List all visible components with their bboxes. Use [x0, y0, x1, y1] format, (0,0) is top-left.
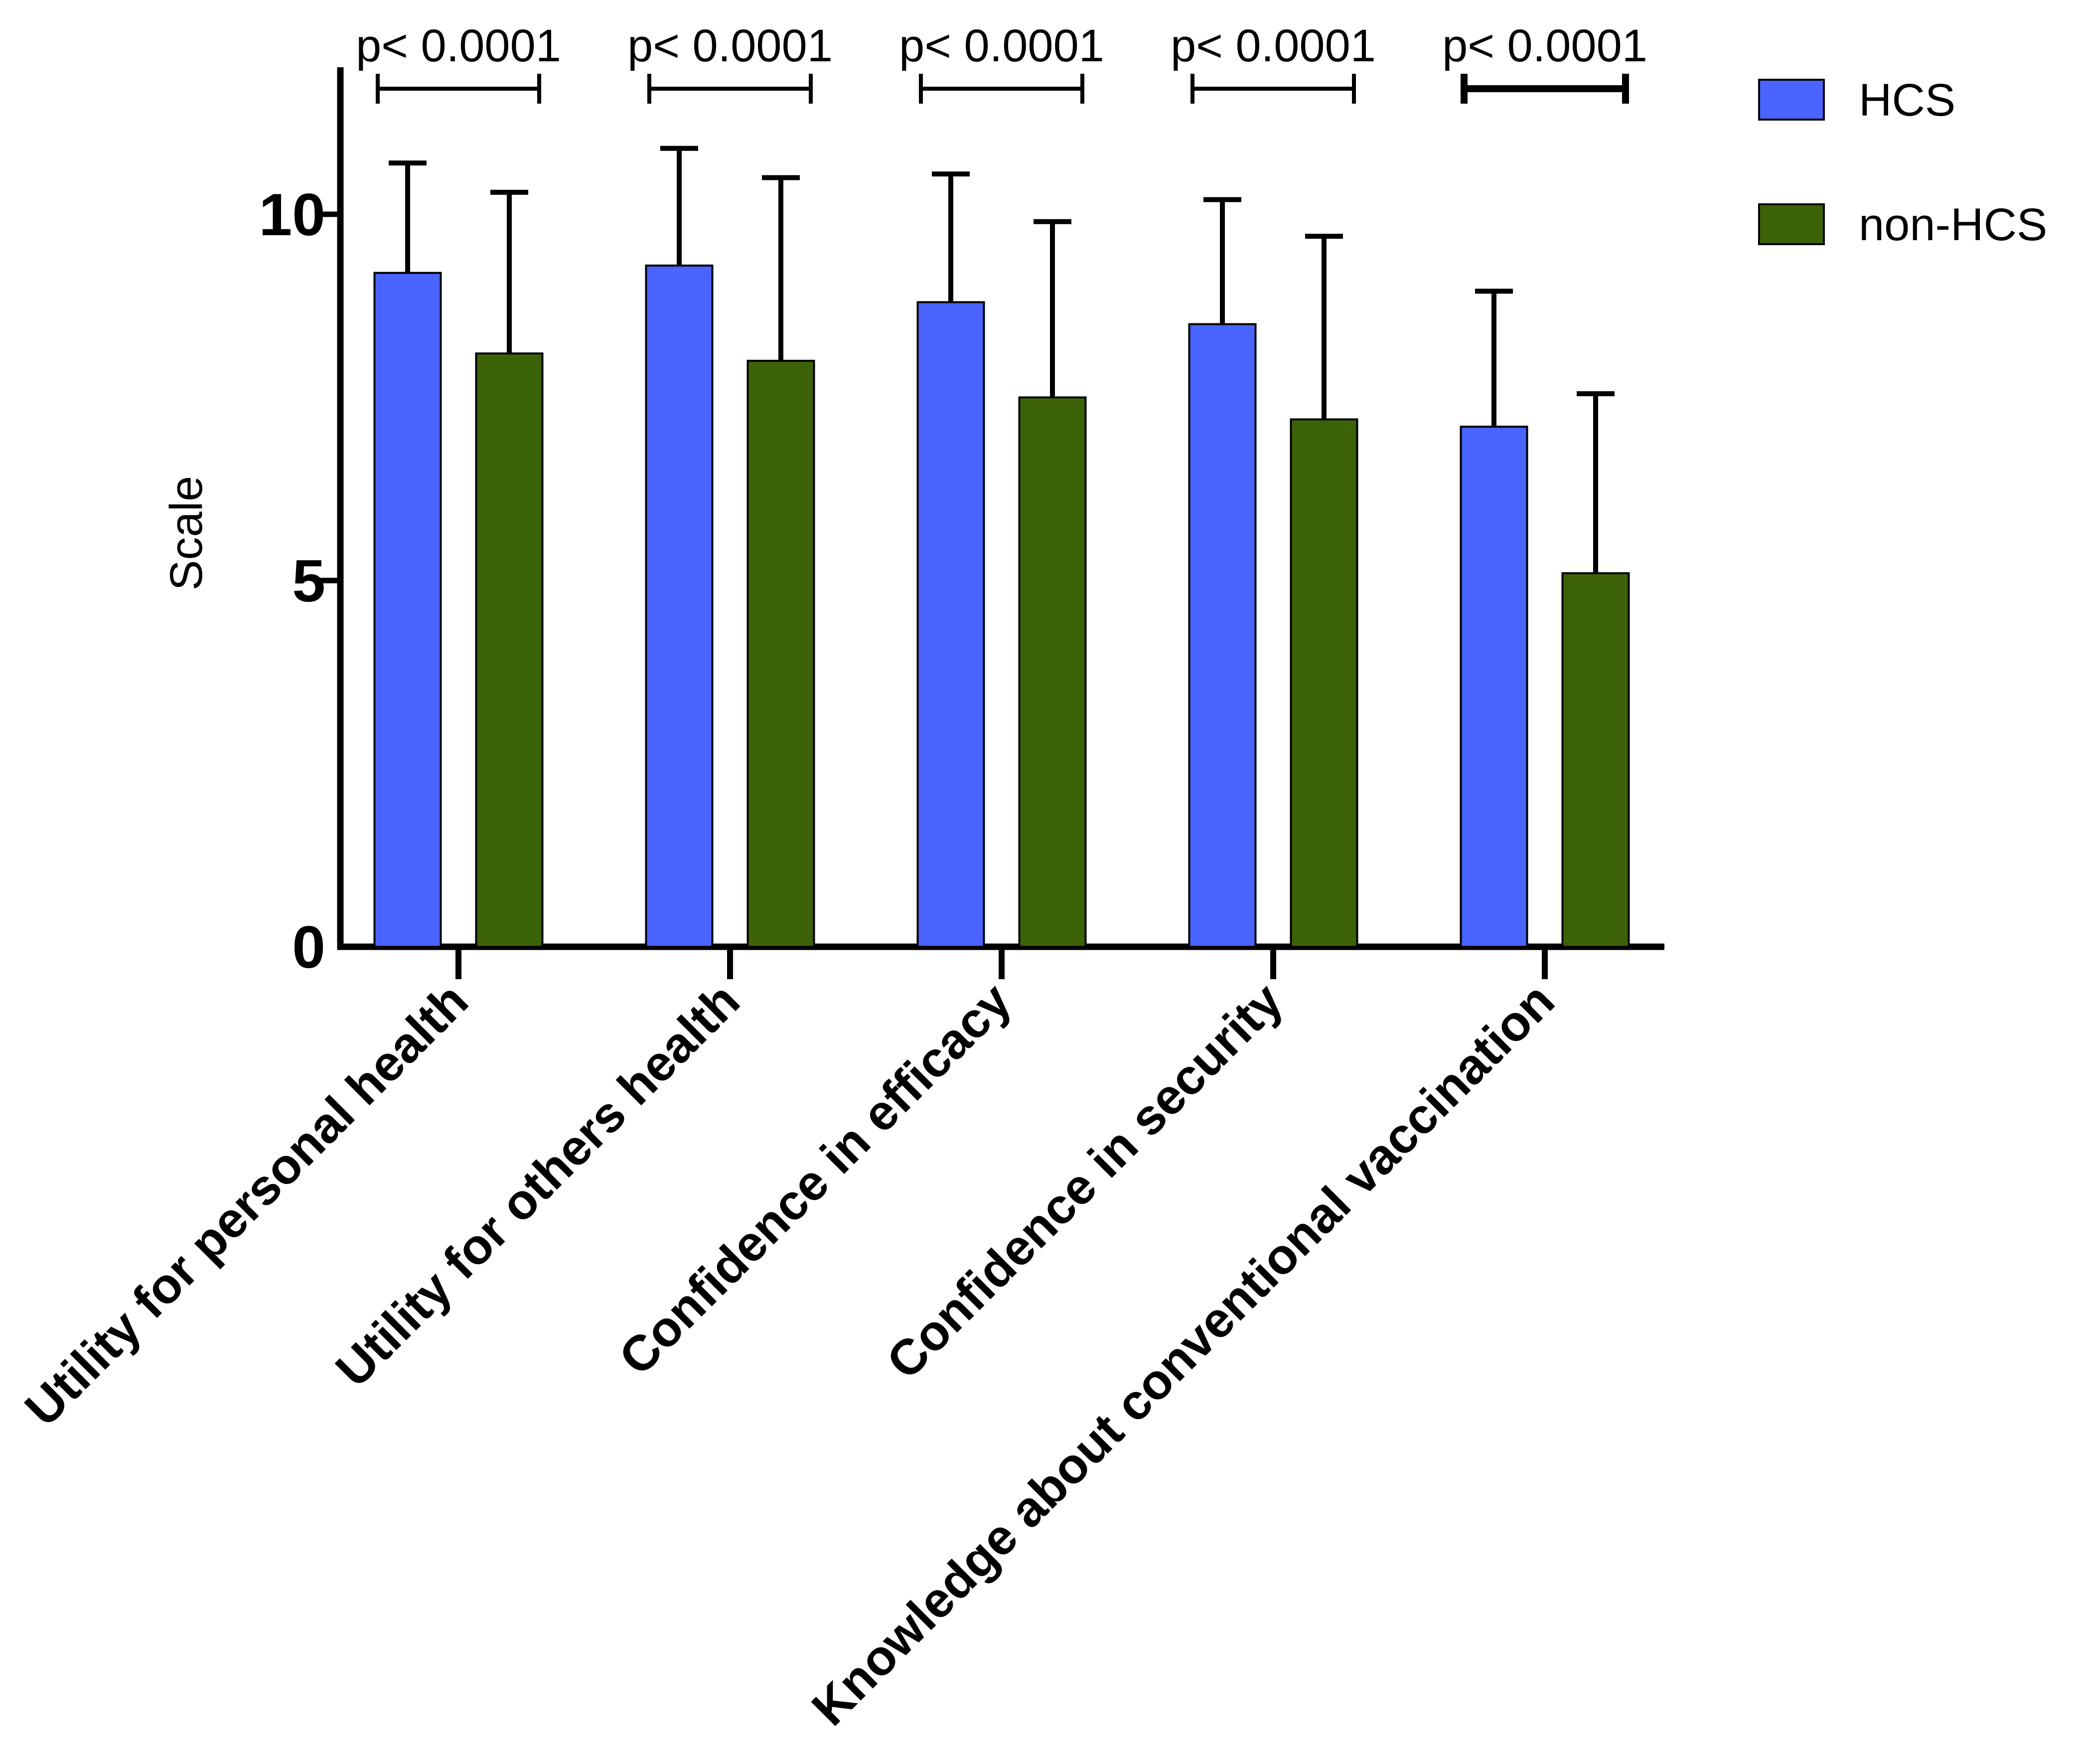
bars-layer [373, 264, 1630, 948]
bar-hcs-0 [373, 272, 442, 948]
bar-non-hcs-4 [1561, 572, 1630, 948]
legend-label-hcs: HCS [1859, 75, 1955, 126]
bar-hcs-1 [645, 264, 714, 948]
significance-layer: p< 0.0001 p< 0.0001 p< 0.0001 p< 0.0001 p< 0… [356, 20, 1647, 104]
legend-swatch-hcs [1758, 79, 1825, 121]
sig-label-1: p< 0.0001 [627, 20, 833, 71]
bar-non-hcs-2 [1018, 396, 1087, 948]
x-category-label-0: Utility for personal health [14, 972, 479, 1437]
legend-swatch-non-hcs [1758, 203, 1825, 245]
sig-label-2: p< 0.0001 [899, 20, 1104, 71]
y-tick-label-10: 10 [259, 181, 325, 248]
bar-hcs-3 [1188, 323, 1257, 948]
sig-label-4: p< 0.0001 [1442, 20, 1647, 71]
bar-hcs-4 [1460, 426, 1528, 948]
legend-label-non-hcs: non-HCS [1859, 199, 2047, 250]
bar-hcs-2 [916, 301, 985, 948]
legend: HCS non-HCS [1758, 75, 2047, 250]
bar-non-hcs-0 [475, 352, 544, 948]
sig-label-0: p< 0.0001 [356, 20, 561, 71]
bar-non-hcs-3 [1290, 418, 1358, 948]
y-tick-label-5: 5 [292, 548, 325, 614]
y-tick-label-0: 0 [292, 914, 325, 981]
y-axis-title: Scale [161, 476, 212, 590]
bar-non-hcs-1 [746, 360, 815, 948]
axes-layer [320, 67, 1664, 979]
error-bars-layer [389, 146, 1615, 574]
sig-label-3: p< 0.0001 [1171, 20, 1376, 71]
